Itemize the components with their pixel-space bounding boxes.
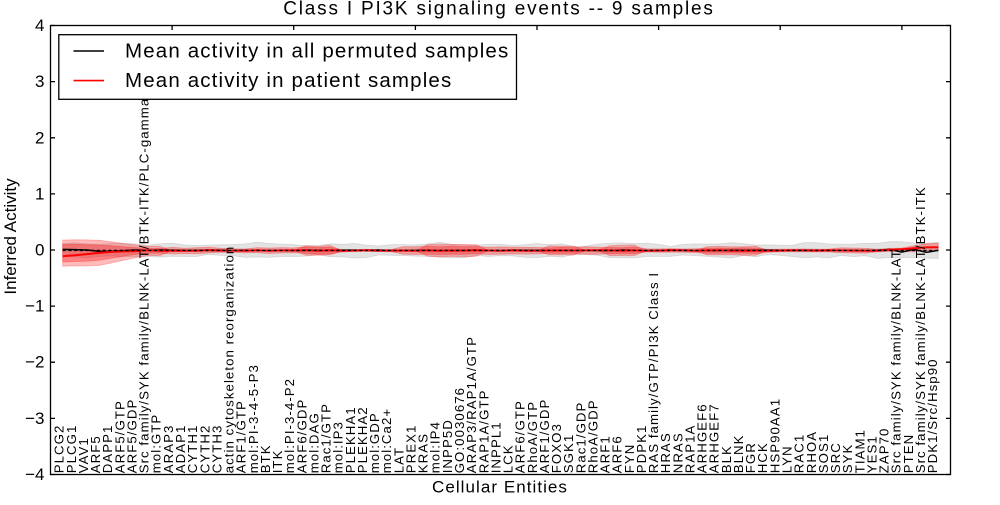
svg-text:ARHGEF7: ARHGEF7: [707, 403, 722, 473]
svg-text:Class I PI3K signaling events: Class I PI3K signaling events -- 9 sampl…: [283, 0, 714, 20]
svg-text:HCK: HCK: [755, 442, 770, 473]
svg-text:−3: −3: [25, 409, 44, 428]
svg-text:PDK1/Src/Hsp90: PDK1/Src/Hsp90: [925, 358, 940, 473]
svg-text:FYN: FYN: [622, 444, 637, 474]
svg-text:HRAS: HRAS: [658, 432, 673, 473]
svg-text:ARF6: ARF6: [610, 435, 625, 473]
svg-text:PREX1: PREX1: [404, 425, 419, 474]
svg-text:ARF6/GTP: ARF6/GTP: [513, 400, 528, 473]
svg-text:TIAM1: TIAM1: [852, 429, 867, 473]
svg-text:ARAP3/RAP1A/GTP: ARAP3/RAP1A/GTP: [464, 336, 479, 473]
svg-text:0: 0: [35, 241, 44, 260]
svg-text:YES1: YES1: [864, 435, 879, 473]
svg-text:GO:0030676: GO:0030676: [452, 387, 467, 473]
svg-text:PLCG1: PLCG1: [64, 425, 79, 474]
svg-text:mol:GDP: mol:GDP: [367, 412, 382, 473]
svg-text:VAV1: VAV1: [76, 437, 91, 473]
svg-text:RAP1A/GTP: RAP1A/GTP: [476, 389, 491, 473]
svg-text:ARF1/GTP: ARF1/GTP: [234, 400, 249, 473]
svg-text:Inferred Activity: Inferred Activity: [1, 178, 20, 295]
svg-text:PLCG2: PLCG2: [52, 425, 67, 474]
svg-text:2: 2: [35, 128, 44, 147]
svg-text:BLK: BLK: [719, 445, 734, 473]
svg-text:Src family/SYK family/BLNK-LAT: Src family/SYK family/BLNK-LAT: [889, 249, 904, 473]
svg-text:ARF5/GTP: ARF5/GTP: [112, 400, 127, 473]
svg-text:Rac1/GTP: Rac1/GTP: [319, 403, 334, 473]
svg-text:mol:GTP: mol:GTP: [149, 414, 164, 474]
svg-text:PDPK1: PDPK1: [634, 425, 649, 474]
svg-text:KRAS: KRAS: [416, 433, 431, 473]
svg-text:CYTH2: CYTH2: [197, 425, 212, 474]
svg-text:mol:Ca2+: mol:Ca2+: [379, 408, 394, 473]
svg-text:mol:IP3: mol:IP3: [331, 421, 346, 473]
svg-text:ADAP1: ADAP1: [173, 425, 188, 474]
svg-text:mol:IP4: mol:IP4: [428, 421, 443, 473]
svg-text:4: 4: [35, 16, 44, 35]
svg-text:BLNK: BLNK: [731, 434, 746, 473]
svg-text:HSP90AA1: HSP90AA1: [767, 398, 782, 473]
svg-text:PLEKHA1: PLEKHA1: [343, 406, 358, 473]
svg-text:CYTH3: CYTH3: [209, 425, 224, 474]
svg-text:NRAS: NRAS: [670, 432, 685, 473]
svg-text:INPPL1: INPPL1: [488, 421, 503, 473]
svg-text:SRC: SRC: [828, 442, 843, 473]
svg-text:actin cytoskeleton reorganizat: actin cytoskeleton reorganization: [222, 246, 237, 474]
svg-text:SGK1: SGK1: [561, 434, 576, 474]
svg-text:Mean activity in patient sampl: Mean activity in patient samples: [125, 69, 452, 92]
svg-text:RhoA/GTP: RhoA/GTP: [525, 401, 540, 473]
svg-text:Rac1/GDP: Rac1/GDP: [573, 402, 588, 474]
svg-text:FGR: FGR: [743, 442, 758, 473]
svg-text:ITK: ITK: [270, 450, 285, 474]
svg-text:3: 3: [35, 72, 44, 91]
svg-text:−4: −4: [25, 465, 44, 484]
svg-text:ARF6/GDP: ARF6/GDP: [294, 399, 309, 474]
svg-text:LYN: LYN: [780, 445, 795, 473]
svg-text:RHOA: RHOA: [804, 431, 819, 473]
svg-text:ZAP70: ZAP70: [877, 428, 892, 474]
svg-text:ARF5/GDP: ARF5/GDP: [125, 399, 140, 474]
svg-text:BTK: BTK: [258, 444, 273, 473]
svg-text:PTEN: PTEN: [901, 434, 916, 474]
svg-text:PLEKHA2: PLEKHA2: [355, 406, 370, 473]
svg-text:mol:DAG: mol:DAG: [306, 412, 321, 473]
svg-text:RAC1: RAC1: [792, 434, 807, 474]
svg-text:mol:PI-3-4-5-P3: mol:PI-3-4-5-P3: [246, 364, 261, 473]
svg-text:LAT: LAT: [391, 447, 406, 473]
svg-text:CYTH1: CYTH1: [185, 425, 200, 474]
svg-text:RAP1A: RAP1A: [683, 425, 698, 474]
svg-text:ARF5: ARF5: [88, 435, 103, 473]
svg-text:−1: −1: [25, 297, 44, 316]
svg-text:LCK: LCK: [501, 444, 516, 473]
svg-text:SOS1: SOS1: [816, 434, 831, 474]
svg-text:1: 1: [35, 184, 44, 203]
svg-text:Mean activity in all permuted: Mean activity in all permuted samples: [125, 40, 509, 63]
svg-text:SYK: SYK: [840, 444, 855, 474]
svg-text:ARHGEF6: ARHGEF6: [695, 403, 710, 473]
svg-text:DAPP1: DAPP1: [100, 425, 115, 474]
svg-text:RhoA/GDP: RhoA/GDP: [585, 399, 600, 473]
svg-text:RAS family/GTP/PI3K Class I: RAS family/GTP/PI3K Class I: [646, 272, 661, 473]
svg-text:ARAP3: ARAP3: [161, 425, 176, 474]
svg-text:INPP5D: INPP5D: [440, 419, 455, 473]
svg-text:Cellular Entities: Cellular Entities: [432, 478, 568, 497]
svg-text:−2: −2: [25, 353, 44, 372]
svg-text:mol:PI-3-4-P2: mol:PI-3-4-P2: [282, 378, 297, 473]
svg-text:FOXO3: FOXO3: [549, 423, 564, 473]
svg-text:Src family/SYK family/BLNK-LAT: Src family/SYK family/BLNK-LAT/BTK-ITK: [913, 186, 928, 473]
svg-text:ARF1/GDP: ARF1/GDP: [537, 399, 552, 474]
svg-text:Src family/SYK family/BLNK-LAT: Src family/SYK family/BLNK-LAT/BTK-ITK/P…: [137, 98, 152, 474]
svg-text:ARF1: ARF1: [598, 435, 613, 473]
